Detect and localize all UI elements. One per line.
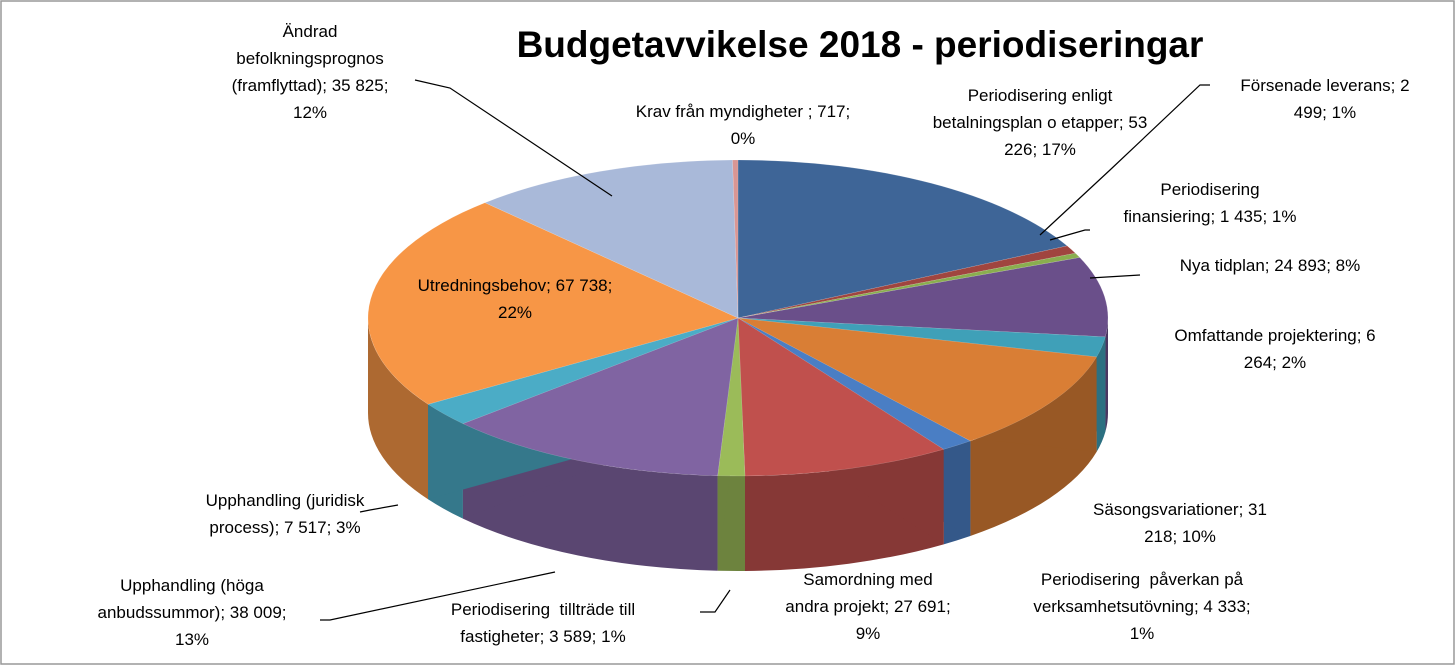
data-label: Nya tidplan; 24 893; 8%	[1179, 256, 1361, 275]
data-label: Krav från myndigheter ; 717; 0%	[635, 102, 855, 148]
slice	[427, 317, 739, 424]
slice	[732, 159, 739, 319]
slice	[737, 245, 1076, 319]
data-label: Samordning med andra projekt; 27 691; 9%	[785, 570, 956, 643]
slice	[462, 317, 739, 477]
slice-side	[1105, 318, 1108, 432]
slice	[737, 317, 1098, 442]
leader-line	[414, 79, 613, 197]
slice-side	[368, 318, 429, 500]
slice	[737, 252, 1081, 319]
slice	[737, 257, 1109, 338]
leader-line	[359, 504, 399, 513]
leader-line	[700, 589, 731, 613]
leader-line	[1039, 84, 1210, 236]
data-label: Periodisering påverkan på verksamhetsutö…	[1033, 570, 1256, 643]
data-label: Ändrad befolkningsprognos (framflyttad);…	[231, 22, 394, 122]
data-label: Utredningsbehov; 67 738; 22%	[417, 276, 618, 322]
data-label: Försenade leverans; 2 499; 1%	[1240, 76, 1415, 122]
leader-line	[1089, 274, 1141, 279]
slice	[484, 159, 739, 319]
data-label: Upphandling (juridisk process); 7 517; 3…	[205, 491, 370, 537]
slice	[737, 317, 971, 450]
leader-line	[1049, 229, 1090, 241]
data-label: Säsongsvariationer; 31 218; 10%	[1093, 500, 1272, 546]
slice	[737, 317, 1106, 358]
slice	[367, 202, 739, 405]
slice	[737, 317, 945, 477]
data-label: Upphandling (höga anbudssummor); 38 009;…	[97, 576, 292, 649]
data-label: Periodisering tillträde till fastigheter…	[450, 600, 640, 646]
data-label: Periodisering finansiering; 1 435; 1%	[1123, 180, 1297, 226]
chart-title: Budgetavvikelse 2018 - periodiseringar	[516, 24, 1204, 65]
slice	[717, 317, 746, 477]
slice	[737, 159, 1068, 319]
leader-line	[320, 571, 556, 621]
data-label: Periodisering enligt betalningsplan o et…	[932, 86, 1153, 159]
data-label: Omfattande projektering; 6 264; 2%	[1174, 326, 1381, 372]
